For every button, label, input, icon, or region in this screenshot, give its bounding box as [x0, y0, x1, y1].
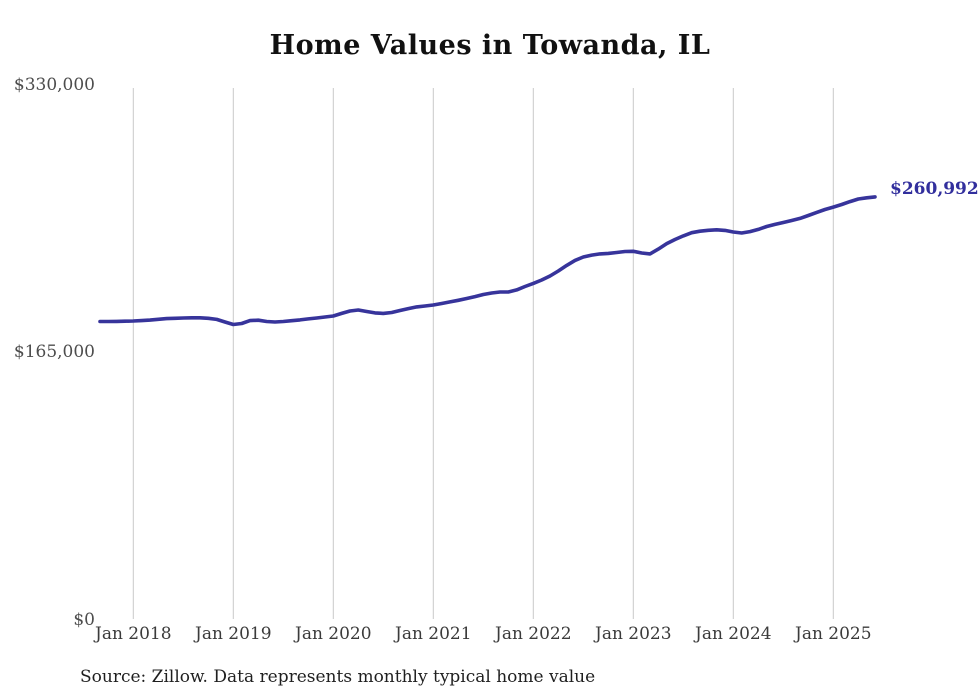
series-end-value-label: $260,992 [890, 179, 979, 199]
x-axis-tick-jan-2021: Jan 2021 [395, 624, 472, 644]
chart-title: Home Values in Towanda, IL [269, 30, 711, 61]
x-axis-tick-jan-2018: Jan 2018 [95, 624, 172, 644]
x-axis-tick-jan-2023: Jan 2023 [595, 624, 672, 644]
x-axis-tick-jan-2019: Jan 2019 [195, 624, 272, 644]
y-axis-tick-330000: $330,000 [13, 75, 95, 95]
x-axis-tick-jan-2022: Jan 2022 [495, 624, 572, 644]
x-axis-tick-jan-2024: Jan 2024 [695, 624, 772, 644]
x-axis-tick-jan-2020: Jan 2020 [295, 624, 372, 644]
vertical-gridlines [132, 88, 834, 619]
home-value-series-line [98, 195, 877, 327]
source-note: Source: Zillow. Data represents monthly … [80, 667, 596, 687]
y-axis-tick-0: $0 [73, 610, 95, 630]
y-axis-tick-165000: $165,000 [13, 342, 95, 362]
x-axis-tick-jan-2025: Jan 2025 [795, 624, 872, 644]
